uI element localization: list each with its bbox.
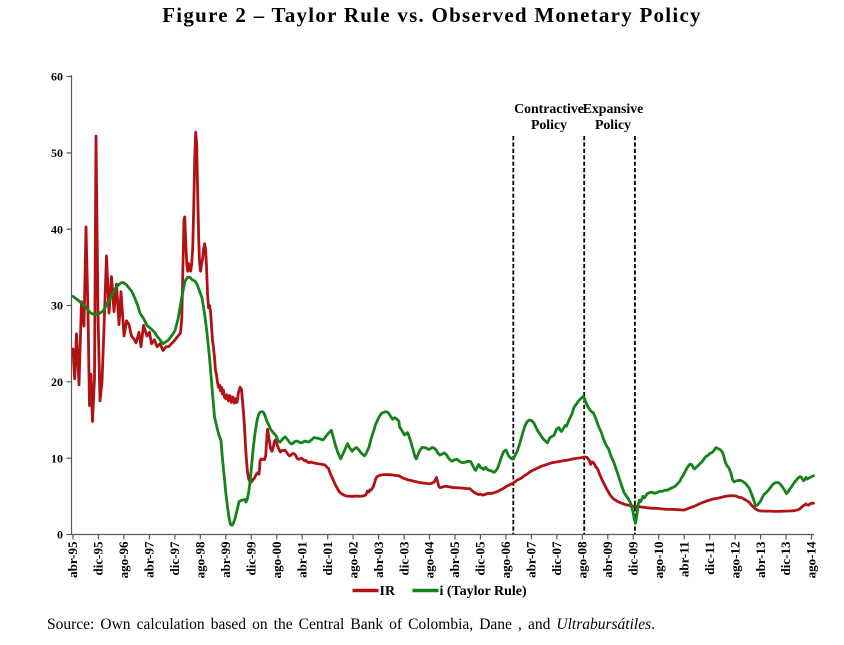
svg-text:ago-08: ago-08 [575, 541, 590, 578]
svg-text:dic-01: dic-01 [320, 542, 335, 576]
svg-text:dic-97: dic-97 [167, 541, 182, 575]
svg-text:abr-95: abr-95 [65, 541, 80, 578]
svg-text:Policy: Policy [531, 117, 567, 132]
svg-text:ago-04: ago-04 [422, 541, 437, 578]
svg-text:abr-07: abr-07 [524, 541, 539, 578]
svg-text:dic-07: dic-07 [549, 541, 564, 575]
svg-text:30: 30 [51, 299, 63, 313]
svg-text:abr-13: abr-13 [753, 541, 768, 578]
svg-text:dic-13: dic-13 [778, 541, 793, 575]
svg-text:abr-99: abr-99 [218, 541, 233, 578]
svg-text:IR: IR [380, 584, 396, 599]
svg-text:ago-02: ago-02 [345, 542, 360, 579]
svg-text:i (Taylor Rule): i (Taylor Rule) [440, 584, 527, 599]
svg-text:10: 10 [51, 451, 63, 465]
svg-text:abr-05: abr-05 [447, 541, 462, 578]
svg-text:20: 20 [51, 375, 63, 389]
svg-text:dic-03: dic-03 [396, 541, 411, 575]
svg-text:ago-96: ago-96 [116, 541, 131, 578]
svg-text:abr-97: abr-97 [142, 541, 157, 578]
svg-text:50: 50 [51, 146, 63, 160]
svg-text:Contractive: Contractive [514, 101, 584, 116]
svg-text:dic-99: dic-99 [244, 541, 259, 575]
svg-text:dic-05: dic-05 [473, 541, 488, 575]
svg-text:ago-98: ago-98 [193, 541, 208, 578]
svg-text:abr-01: abr-01 [294, 542, 309, 578]
svg-text:dic-95: dic-95 [91, 541, 106, 575]
svg-text:40: 40 [51, 222, 63, 236]
svg-text:dic-11: dic-11 [702, 542, 717, 575]
svg-text:abr-11: abr-11 [676, 542, 691, 578]
svg-text:dic-09: dic-09 [625, 541, 640, 575]
svg-text:ago-00: ago-00 [269, 542, 284, 579]
svg-text:60: 60 [51, 70, 63, 84]
svg-text:abr-09: abr-09 [600, 541, 615, 578]
svg-text:ago-14: ago-14 [804, 541, 819, 578]
svg-text:ago-10: ago-10 [651, 542, 666, 579]
svg-text:Policy: Policy [595, 117, 631, 132]
svg-text:ago-06: ago-06 [498, 541, 513, 578]
svg-text:Expansive: Expansive [583, 101, 644, 116]
svg-text:abr-03: abr-03 [371, 541, 386, 578]
svg-text:0: 0 [57, 528, 63, 542]
svg-text:ago-12: ago-12 [727, 542, 742, 579]
